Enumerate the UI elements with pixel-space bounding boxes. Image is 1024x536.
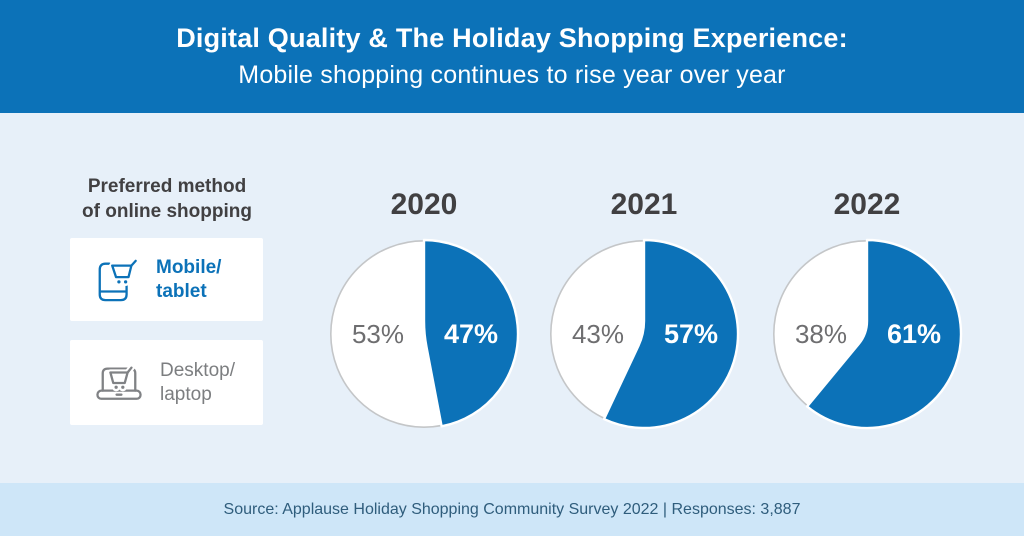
legend-title-line-1: Preferred method — [87, 176, 247, 197]
pie-label-mobile: 61% — [887, 319, 941, 349]
pie-label-desktop: 53% — [352, 319, 404, 349]
pie-figure-2021: 2021 43% 57% — [548, 188, 740, 430]
pie-figure-2020: 2020 53% 47% — [328, 188, 520, 430]
legend-item-desktop-laptop: Desktop/ laptop — [70, 340, 263, 425]
pie-year-label: 2021 — [610, 188, 678, 221]
source-line: Source: Applause Holiday Shopping Commun… — [223, 500, 801, 518]
header-subtitle: Mobile shopping continues to rise year o… — [238, 61, 786, 89]
pie-label-mobile: 57% — [664, 319, 718, 349]
legend-title: Preferred method of online shopping — [56, 174, 278, 224]
header: Digital Quality & The Holiday Shopping E… — [0, 0, 1024, 113]
phone-cart-icon — [98, 257, 139, 301]
pie-year-label: 2022 — [833, 188, 901, 221]
legend-item-label: Mobile/ tablet — [156, 257, 222, 302]
pie-figure-2022: 2022 38% 61% — [771, 188, 963, 430]
legend-item-label: Desktop/ laptop — [160, 360, 235, 405]
legend-title-line-2: of online shopping — [82, 201, 252, 223]
footer: Source: Applause Holiday Shopping Commun… — [0, 483, 1024, 536]
pie-year-label: 2020 — [390, 188, 458, 221]
pie-chart-2020: 53% 47% — [330, 238, 520, 428]
pie-label-mobile: 47% — [444, 319, 498, 349]
legend-item-mobile-tablet: Mobile/ tablet — [70, 238, 263, 321]
pie-chart-2021: 43% 57% — [550, 238, 740, 430]
pie-label-desktop: 43% — [572, 319, 624, 349]
laptop-cart-icon — [96, 364, 142, 400]
header-title: Digital Quality & The Holiday Shopping E… — [176, 23, 848, 53]
pie-label-desktop: 38% — [795, 319, 847, 349]
pie-chart-2022: 38% 61% — [773, 238, 963, 430]
